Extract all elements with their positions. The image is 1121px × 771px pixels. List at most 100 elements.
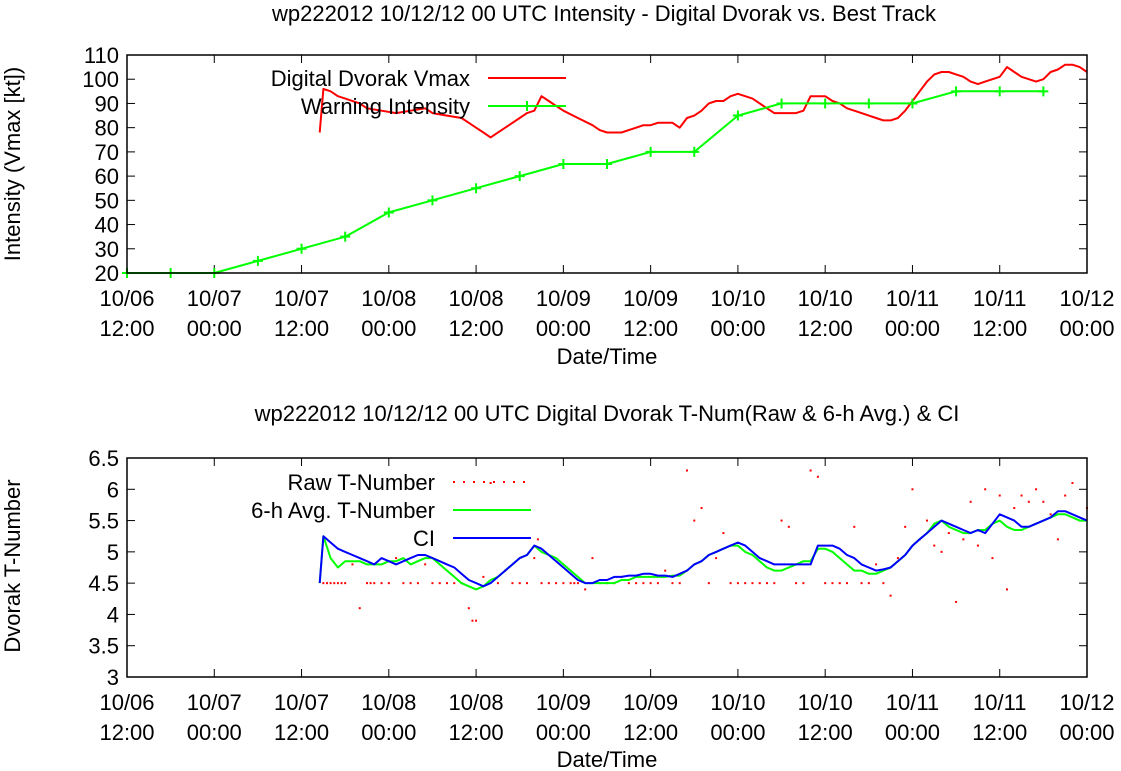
x-tick-label-time: 00:00 <box>361 316 416 341</box>
tnumber-axis-ticks: 3 3.5 4 4.5 5 5.5 6 6.5 10/06 12:00 10/07 00:00 10/0… <box>88 446 1114 745</box>
raw-t-number-point <box>453 582 456 585</box>
x-tick-label-date: 10/10 <box>710 286 765 311</box>
x-tick-label-time: 12:00 <box>798 316 853 341</box>
warning-intensity-point <box>340 231 351 242</box>
raw-t-number-point <box>831 582 834 585</box>
raw-t-number-point <box>366 582 368 585</box>
legend-swatch-raw-t-number <box>503 481 505 483</box>
raw-t-number-point <box>751 582 754 585</box>
y-tick-label: 100 <box>82 67 119 92</box>
raw-t-number-point <box>766 582 768 585</box>
raw-t-number-point <box>446 582 448 585</box>
raw-t-number-point <box>1035 488 1038 491</box>
warning-intensity-point <box>471 183 482 194</box>
warning-intensity-point <box>689 146 700 157</box>
y-tick-label: 6 <box>107 477 119 502</box>
raw-t-number-point <box>664 569 667 572</box>
x-tick-label-time: 12:00 <box>449 316 504 341</box>
raw-t-number-point <box>882 582 885 585</box>
raw-t-number-point <box>853 525 856 528</box>
legend-swatch-raw-t-number <box>523 481 525 483</box>
raw-t-number-point <box>1049 513 1052 516</box>
raw-t-number-point <box>1020 494 1023 497</box>
raw-t-number-point <box>547 582 550 585</box>
raw-t-number-point <box>416 582 419 585</box>
intensity-x-axis-label: Date/Time <box>557 344 658 369</box>
x-tick-label-date: 10/11 <box>886 286 939 311</box>
x-tick-label-date: 10/07 <box>274 286 329 311</box>
raw-t-number-point <box>533 557 536 560</box>
raw-t-number-point <box>736 582 739 585</box>
raw-t-number-point <box>336 582 339 585</box>
raw-t-number-point <box>816 475 819 478</box>
x-tick-label-date: 10/08 <box>449 286 504 311</box>
raw-t-number-point <box>773 582 776 585</box>
raw-t-number-point <box>573 582 576 585</box>
intensity-chart: wp222012 10/12/12 00 UTC Intensity - Dig… <box>0 1 1115 369</box>
raw-t-number-point <box>358 607 361 610</box>
raw-t-number-point <box>875 563 878 566</box>
raw-t-number-point <box>333 582 336 585</box>
raw-t-number-point <box>536 538 539 541</box>
intensity-y-axis-label: Intensity (Vmax [kt]) <box>0 67 25 261</box>
x-tick-label-date: 10/12 <box>1059 690 1114 715</box>
raw-t-number-point <box>671 582 674 585</box>
warning-intensity-point <box>863 98 874 109</box>
x-tick-label-time: 00:00 <box>885 316 940 341</box>
y-tick-label: 70 <box>95 140 119 165</box>
raw-t-number-point <box>627 582 630 585</box>
x-tick-label-time: 12:00 <box>623 316 678 341</box>
legend-label-warning-intensity: Warning Intensity <box>301 94 470 119</box>
raw-t-number-point <box>402 582 405 585</box>
y-tick-label: 40 <box>95 213 119 238</box>
raw-t-number-point <box>1042 500 1045 503</box>
x-tick-label-time: 00:00 <box>1059 720 1114 745</box>
raw-t-number-point <box>955 600 958 603</box>
raw-t-number-point <box>584 588 587 591</box>
y-tick-label: 20 <box>95 261 119 286</box>
raw-t-number-point <box>482 575 485 578</box>
raw-t-number-point <box>471 619 474 622</box>
raw-t-number-point <box>642 582 645 585</box>
raw-t-number-point <box>947 532 950 535</box>
x-tick-label-time: 12:00 <box>449 720 504 745</box>
raw-t-number-point <box>467 607 470 610</box>
raw-t-number-point <box>998 494 1001 497</box>
x-tick-label-time: 00:00 <box>187 720 242 745</box>
raw-t-number-point <box>369 582 372 585</box>
raw-t-number-point <box>1064 494 1067 497</box>
raw-t-number-point <box>780 519 783 522</box>
raw-t-number-point <box>860 582 863 585</box>
raw-t-number-point <box>438 582 441 585</box>
x-tick-label-time: 00:00 <box>710 316 765 341</box>
raw-t-number-point <box>933 544 936 547</box>
warning-intensity-point <box>1038 86 1049 97</box>
raw-t-number-point <box>976 544 979 547</box>
raw-t-number-point <box>576 582 579 585</box>
y-tick-label: 4.5 <box>88 571 119 596</box>
raw-t-number-point <box>562 582 565 585</box>
raw-t-number-point <box>1071 482 1074 485</box>
raw-t-number-point <box>962 538 965 541</box>
tnumber-x-axis-label: Date/Time <box>557 747 658 771</box>
intensity-plot-frame <box>126 54 1088 274</box>
warning-intensity-point <box>252 255 263 266</box>
raw-t-number-point <box>722 532 725 535</box>
x-tick-label-date: 10/09 <box>623 286 678 311</box>
raw-t-number-point <box>395 557 398 560</box>
legend-swatch-raw-t-number <box>493 481 495 483</box>
raw-t-number-point <box>693 519 696 522</box>
warning-intensity-point <box>820 98 831 109</box>
warning-intensity-point <box>383 207 394 218</box>
raw-t-number-point <box>1056 538 1059 541</box>
warning-intensity-point <box>732 110 743 121</box>
y-tick-label: 50 <box>95 188 119 213</box>
raw-t-number-point <box>809 469 812 472</box>
raw-t-number-point <box>846 582 848 585</box>
legend-marker-warning-intensity <box>522 101 532 111</box>
raw-t-number-point <box>715 557 718 560</box>
x-tick-label-date: 10/10 <box>798 690 853 715</box>
raw-t-number-point <box>1027 500 1030 503</box>
raw-t-number-point <box>424 563 427 566</box>
